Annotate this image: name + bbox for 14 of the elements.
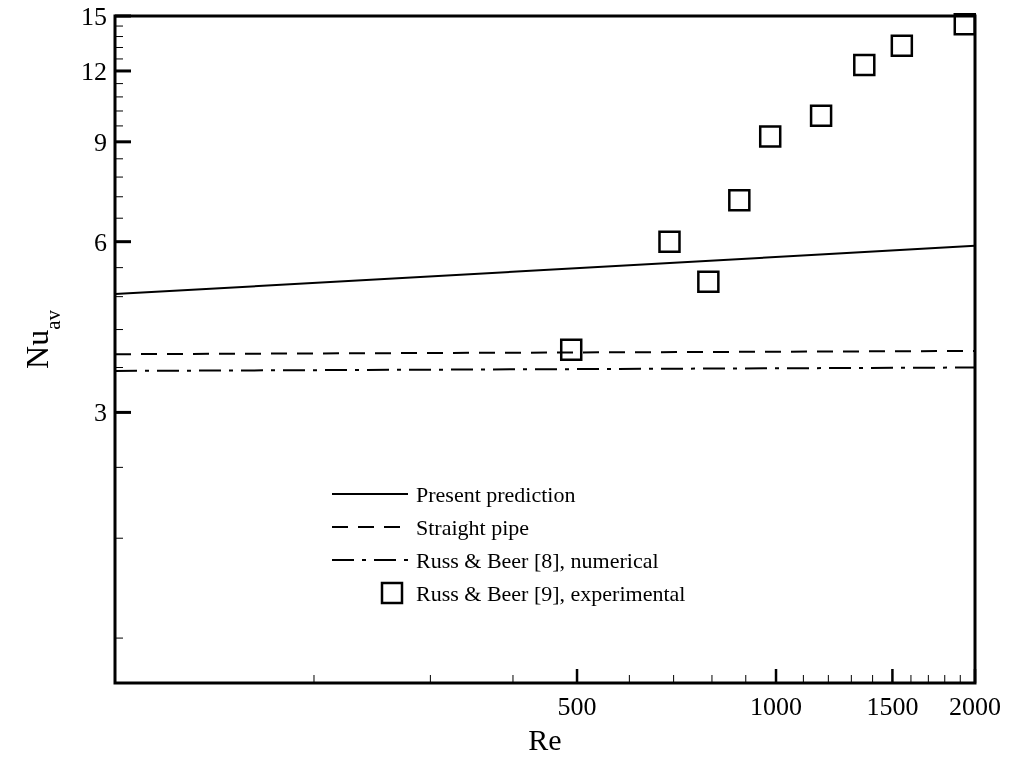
legend-label: Russ & Beer [9], experimental (416, 581, 686, 606)
y-tick-label: 15 (81, 2, 107, 31)
y-tick-label: 3 (94, 398, 107, 428)
y-tick-label: 6 (94, 227, 107, 257)
y-tick-label: 12 (81, 56, 107, 86)
x-tick-label: 500 (557, 692, 597, 721)
x-tick-label: 1500 (866, 692, 919, 721)
legend-label: Straight pipe (416, 515, 530, 540)
x-tick-label: 1000 (750, 692, 803, 721)
legend-label: Russ & Beer [8], numerical (416, 548, 659, 573)
x-axis-title: Re (528, 723, 562, 756)
x-tick-label: 2000 (949, 692, 1001, 721)
legend-label: Present prediction (416, 482, 576, 507)
y-tick-label: 9 (94, 127, 107, 157)
